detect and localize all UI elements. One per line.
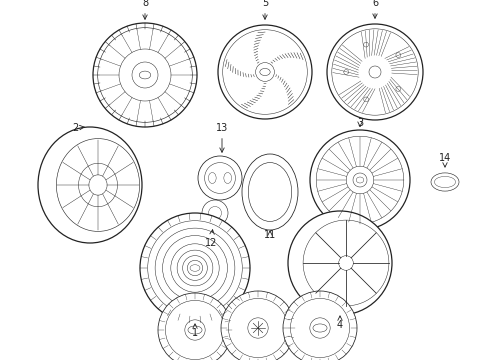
Text: 5: 5 — [262, 0, 268, 19]
Ellipse shape — [224, 172, 232, 184]
Ellipse shape — [353, 173, 367, 187]
Ellipse shape — [248, 163, 292, 221]
Ellipse shape — [139, 71, 151, 79]
Ellipse shape — [56, 139, 140, 231]
Text: 9: 9 — [0, 359, 1, 360]
Ellipse shape — [310, 130, 410, 230]
Text: 2: 2 — [72, 123, 84, 133]
Ellipse shape — [188, 326, 202, 334]
Text: 7: 7 — [0, 359, 1, 360]
Ellipse shape — [166, 300, 224, 360]
Ellipse shape — [364, 97, 368, 102]
Text: 1: 1 — [192, 324, 198, 338]
Text: 11: 11 — [264, 230, 276, 240]
Text: 6: 6 — [372, 0, 378, 18]
Text: 12: 12 — [205, 230, 217, 248]
Ellipse shape — [140, 213, 250, 323]
Text: 14: 14 — [439, 153, 451, 167]
Ellipse shape — [344, 69, 348, 75]
Ellipse shape — [310, 318, 330, 338]
Ellipse shape — [221, 291, 295, 360]
Ellipse shape — [158, 293, 232, 360]
Ellipse shape — [316, 136, 404, 224]
Ellipse shape — [185, 320, 205, 340]
Ellipse shape — [369, 66, 381, 78]
Ellipse shape — [303, 220, 389, 306]
Text: 13: 13 — [216, 123, 228, 152]
Ellipse shape — [288, 211, 392, 315]
Ellipse shape — [364, 42, 368, 47]
Ellipse shape — [256, 63, 274, 81]
Text: 10: 10 — [0, 359, 1, 360]
Ellipse shape — [260, 68, 270, 76]
Text: 4: 4 — [337, 316, 343, 330]
Ellipse shape — [283, 291, 357, 360]
Ellipse shape — [346, 166, 374, 194]
Text: 8: 8 — [142, 0, 148, 19]
Ellipse shape — [291, 298, 349, 357]
Ellipse shape — [242, 154, 298, 230]
Ellipse shape — [228, 298, 288, 357]
Ellipse shape — [356, 177, 364, 183]
Ellipse shape — [202, 200, 228, 226]
Text: 3: 3 — [357, 118, 363, 128]
Ellipse shape — [208, 172, 216, 184]
Ellipse shape — [89, 175, 107, 195]
Ellipse shape — [396, 53, 401, 58]
Ellipse shape — [78, 163, 118, 207]
Ellipse shape — [313, 324, 327, 332]
Ellipse shape — [396, 86, 401, 91]
Ellipse shape — [248, 318, 268, 338]
Ellipse shape — [198, 156, 242, 200]
Ellipse shape — [431, 173, 459, 191]
Ellipse shape — [38, 127, 142, 243]
Ellipse shape — [190, 265, 200, 271]
Ellipse shape — [339, 256, 353, 270]
